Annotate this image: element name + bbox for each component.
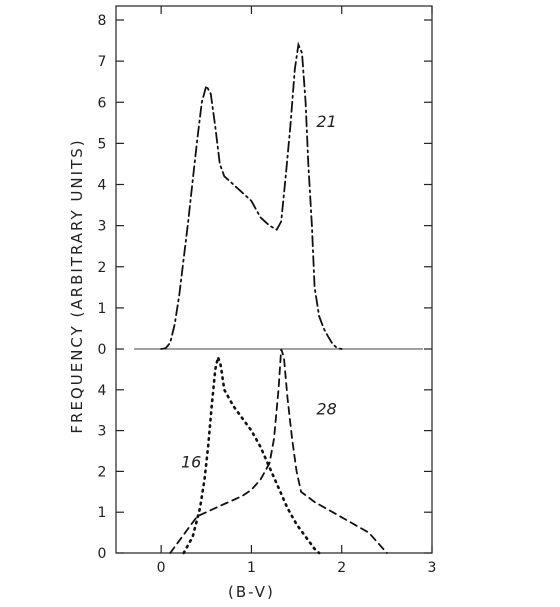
upper-y-tick-label: 3 — [98, 219, 107, 235]
x-tick-label: 1 — [247, 560, 256, 576]
lower-y-tick-label: 4 — [98, 383, 107, 399]
x-tick-label: 2 — [337, 560, 346, 576]
upper-y-tick-label: 0 — [98, 342, 107, 358]
series-label-28: 28 — [316, 399, 336, 418]
upper-y-tick-label: 7 — [98, 54, 107, 70]
series-line-21 — [160, 41, 343, 350]
lower-y-tick-label: 2 — [98, 464, 107, 480]
lower-y-tick-label: 1 — [98, 505, 107, 521]
upper-y-tick-label: 2 — [98, 260, 107, 276]
series-label-16: 16 — [181, 452, 201, 471]
lower-y-tick-label: 0 — [98, 546, 107, 562]
series-line-16 — [182, 352, 321, 555]
series-label-21: 21 — [316, 112, 336, 131]
upper-y-tick-label: 4 — [98, 178, 107, 194]
upper-y-tick-label: 6 — [98, 95, 107, 111]
lower-y-tick-label: 3 — [98, 424, 107, 440]
x-axis-label: (B-V) — [228, 583, 275, 601]
upper-y-tick-label: 5 — [98, 136, 107, 152]
x-tick-label: 0 — [157, 560, 166, 576]
upper-y-tick-label: 1 — [98, 301, 107, 317]
series-line-28 — [169, 348, 388, 554]
plot-frame — [115, 5, 433, 554]
x-tick-label: 3 — [428, 560, 437, 576]
y-axis-label: FREQUENCY (ARBITRARY UNITS) — [68, 138, 86, 433]
upper-y-tick-label: 8 — [98, 13, 107, 29]
